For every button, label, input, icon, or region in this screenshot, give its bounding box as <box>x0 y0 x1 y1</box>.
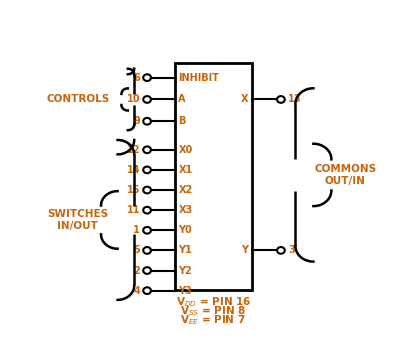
Text: 1: 1 <box>133 225 140 235</box>
Text: Y1: Y1 <box>178 245 192 256</box>
Text: V$_{DD}$ = PIN 16: V$_{DD}$ = PIN 16 <box>176 295 251 309</box>
Text: 11: 11 <box>126 205 140 215</box>
Text: A: A <box>178 94 186 105</box>
Text: Y0: Y0 <box>178 225 192 235</box>
Text: 12: 12 <box>126 145 140 155</box>
Text: COMMONS
OUT/IN: COMMONS OUT/IN <box>314 164 376 186</box>
Text: 3: 3 <box>288 245 295 256</box>
Text: Y2: Y2 <box>178 265 192 276</box>
Text: 4: 4 <box>133 286 140 295</box>
Text: V$_{SS}$ = PIN 8: V$_{SS}$ = PIN 8 <box>180 305 246 318</box>
Text: 9: 9 <box>133 116 140 126</box>
Text: Y: Y <box>241 245 248 256</box>
Bar <box>175 63 252 290</box>
Text: 13: 13 <box>288 94 302 105</box>
Text: 5: 5 <box>133 245 140 256</box>
Text: Y3: Y3 <box>178 286 192 295</box>
Text: 10: 10 <box>126 94 140 105</box>
Text: 6: 6 <box>133 73 140 83</box>
Text: SWITCHES
IN/OUT: SWITCHES IN/OUT <box>47 209 108 231</box>
Text: X0: X0 <box>178 145 193 155</box>
Text: V$_{EE}$ = PIN 7: V$_{EE}$ = PIN 7 <box>180 314 246 327</box>
Text: X3: X3 <box>178 205 193 215</box>
Text: 2: 2 <box>133 265 140 276</box>
Text: X2: X2 <box>178 185 193 195</box>
Text: 14: 14 <box>126 165 140 175</box>
Text: X1: X1 <box>178 165 193 175</box>
Text: 15: 15 <box>126 185 140 195</box>
Text: X: X <box>240 94 248 105</box>
Text: B: B <box>178 116 186 126</box>
Text: CONTROLS: CONTROLS <box>46 94 109 105</box>
Text: INHIBIT: INHIBIT <box>178 73 219 83</box>
